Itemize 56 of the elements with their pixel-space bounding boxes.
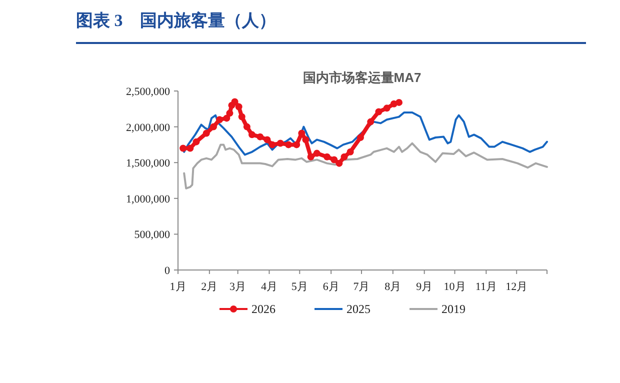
- point: [256, 133, 264, 140]
- x-tick-label: 7月: [353, 281, 370, 293]
- point: [293, 141, 300, 148]
- x-tick-label: 3月: [230, 281, 246, 293]
- point: [395, 98, 402, 106]
- chart-subtitle: 国内市场客运量MA7: [302, 70, 422, 85]
- y-tick-label: 500,000: [134, 229, 170, 242]
- point: [367, 118, 374, 126]
- point: [210, 123, 217, 130]
- point: [216, 116, 224, 124]
- x-tick-label: 1月: [170, 281, 186, 293]
- point: [223, 114, 230, 122]
- point: [231, 98, 238, 106]
- x-tick-label: 5月: [291, 281, 308, 293]
- legend-label: 2019: [442, 302, 466, 316]
- point: [235, 103, 242, 110]
- y-tick-label: 1,500,000: [126, 158, 170, 170]
- x-tick-label: 8月: [384, 281, 402, 293]
- point: [313, 150, 320, 157]
- point: [356, 134, 364, 142]
- x-tick-label: 2月: [201, 281, 218, 293]
- point: [243, 123, 250, 130]
- point: [226, 110, 234, 117]
- point: [186, 144, 194, 152]
- x-tick-label: 6月: [322, 281, 340, 293]
- point: [202, 130, 210, 137]
- x-tick-label: 11月: [475, 281, 497, 293]
- point: [192, 138, 200, 146]
- point: [180, 144, 187, 152]
- y-tick-label: 2,000,000: [126, 122, 170, 134]
- point: [330, 156, 338, 164]
- point: [276, 140, 284, 147]
- point: [268, 141, 276, 148]
- x-tick-label: 4月: [260, 281, 278, 293]
- y-tick-label: 2,500,000: [126, 86, 170, 98]
- point: [383, 104, 390, 112]
- point: [302, 136, 310, 144]
- x-tick-label: 9月: [416, 281, 433, 293]
- legend-label: 2025: [346, 302, 370, 316]
- x-tick-label: 10月: [444, 281, 466, 293]
- point: [324, 153, 331, 160]
- y-tick-label: 1,000,000: [126, 193, 170, 206]
- legend-label: 2026: [252, 302, 276, 316]
- point: [264, 136, 271, 144]
- point: [248, 131, 256, 138]
- y-tick-label: 0: [164, 265, 170, 277]
- point: [238, 113, 246, 120]
- point: [346, 148, 354, 156]
- line-series: [183, 142, 548, 190]
- chart-title: 图表 3 国内旅客量（人）: [76, 11, 276, 30]
- point: [284, 141, 292, 148]
- x-tick-label: 12月: [506, 281, 528, 293]
- point: [340, 153, 348, 160]
- point: [336, 160, 343, 167]
- point: [375, 108, 382, 116]
- point: [307, 153, 314, 160]
